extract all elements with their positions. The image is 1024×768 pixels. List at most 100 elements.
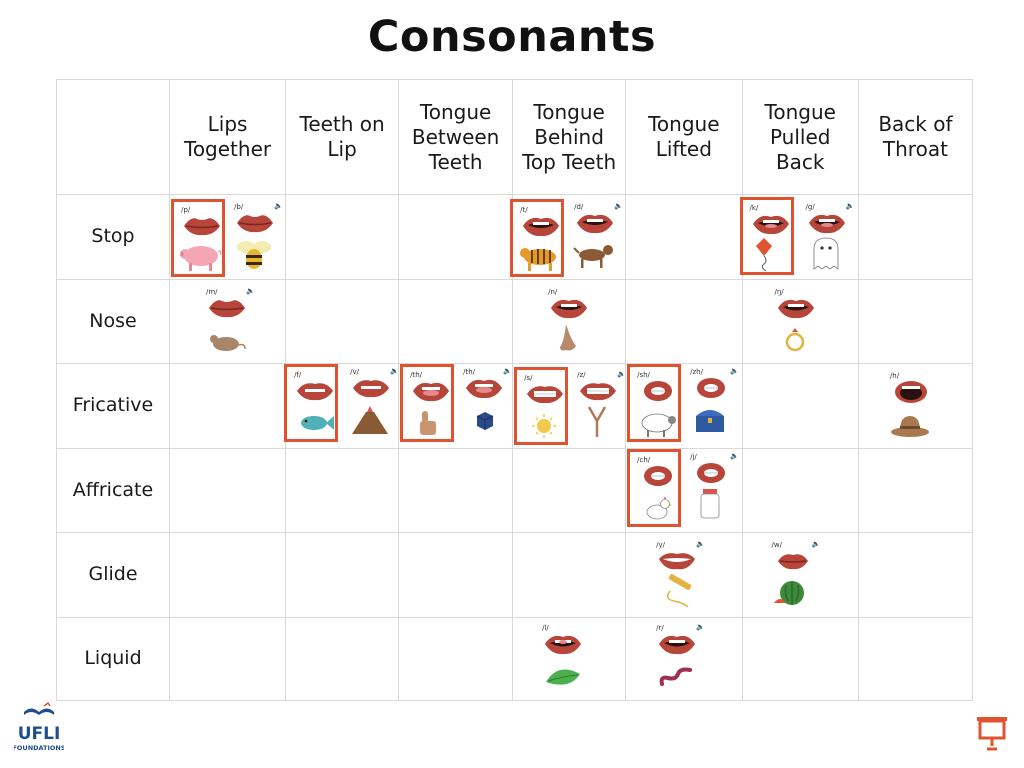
- row-header-stop: Stop: [56, 194, 170, 280]
- cell-liquid-lips-together: [168, 617, 287, 701]
- speaker-icon[interactable]: 🔈: [246, 288, 255, 295]
- sound-label: /p/: [181, 206, 191, 214]
- smile-mouth-icon: [659, 553, 696, 570]
- sound-card-r[interactable]: /r/ 🔈: [649, 620, 706, 698]
- rounded-lips-icon: [697, 463, 726, 483]
- row-header-affricate: Affricate: [56, 448, 170, 533]
- sound-label: /t/: [520, 206, 528, 214]
- sound-card-y[interactable]: /y/ 🔈: [649, 537, 706, 615]
- cell-affricate-tongue-behind-top-teeth: [512, 448, 627, 533]
- cell-nose-lips-together: /m/ 🔈: [168, 279, 287, 364]
- speaker-icon[interactable]: 🔈: [617, 371, 627, 378]
- column-header-back-of-throat: Back of Throat: [857, 79, 973, 195]
- open-mouth-icon: [752, 215, 789, 235]
- cell-stop-tongue-pulled-back: /k/ /g/ 🔈: [739, 194, 859, 280]
- sound-label: /r/: [656, 624, 664, 632]
- sound-label: /s/: [524, 374, 533, 382]
- presentation-icon[interactable]: [975, 714, 1009, 752]
- sound-label: /z/: [577, 371, 586, 379]
- sheep-icon: [641, 413, 677, 437]
- speaker-icon[interactable]: 🔈: [845, 203, 855, 210]
- cube-icon: [476, 412, 494, 430]
- sound-card-d[interactable]: /d/ 🔈: [567, 199, 624, 277]
- cell-glide-tongue-lifted: /y/ 🔈: [625, 532, 743, 618]
- svg-text:FOUNDATIONS: FOUNDATIONS: [14, 744, 64, 752]
- sound-card-p[interactable]: /p/: [171, 199, 225, 277]
- corner-cell: [56, 79, 170, 195]
- speaker-icon[interactable]: 🔈: [811, 541, 821, 548]
- sound-card-z[interactable]: /z/ 🔈: [570, 367, 627, 445]
- sound-card-l[interactable]: /l/: [535, 620, 589, 698]
- consonant-chart: Lips Together Teeth on Lip Tongue Betwee…: [56, 79, 973, 701]
- sound-card-w[interactable]: /w/ 🔈: [765, 537, 821, 615]
- zipper-icon: [588, 406, 607, 437]
- closed-lips-icon: [184, 218, 220, 236]
- sound-label: /j/: [690, 453, 697, 461]
- sound-card-ch[interactable]: /ch/: [627, 449, 682, 527]
- sound-card-h[interactable]: /h/: [883, 368, 937, 446]
- speaker-icon[interactable]: 🔈: [696, 541, 706, 548]
- sound-card-j[interactable]: /j/ 🔈: [683, 449, 740, 527]
- teeth-on-lip-mouth-icon: [353, 380, 390, 398]
- sound-label: /ŋ/: [774, 288, 784, 296]
- chick-icon: [646, 496, 673, 520]
- sound-card-b[interactable]: /b/ 🔈: [227, 199, 283, 277]
- sound-card-v[interactable]: /v/ 🔈: [343, 364, 400, 442]
- cell-liquid-tongue-between-teeth: [398, 617, 514, 701]
- open-mouth-icon: [659, 635, 696, 655]
- nose-icon: [560, 324, 577, 351]
- sound-card-n[interactable]: /n/: [541, 284, 595, 362]
- row-header-fricative: Fricative: [56, 363, 170, 449]
- sound-card-f[interactable]: /f/: [284, 364, 339, 442]
- sound-card-g[interactable]: /g/ 🔈: [799, 199, 855, 277]
- cell-affricate-teeth-on-lip: [285, 448, 400, 533]
- tiger-icon: [520, 248, 557, 271]
- speaker-icon[interactable]: 🔈: [730, 368, 740, 375]
- teeth-together-mouth-icon: [580, 383, 617, 401]
- sound-card-m[interactable]: /m/ 🔈: [199, 284, 255, 362]
- speaker-icon[interactable]: 🔈: [696, 624, 706, 631]
- closed-lips-icon: [777, 554, 808, 570]
- open-mouth-icon: [523, 217, 560, 237]
- teeth-together-mouth-icon: [527, 386, 564, 404]
- fish-icon: [301, 416, 335, 430]
- speaker-icon[interactable]: 🔈: [274, 203, 283, 210]
- wide-open-mouth-icon: [894, 381, 927, 403]
- hat-icon: [890, 416, 929, 437]
- svg-text:UFLI: UFLI: [18, 724, 61, 744]
- speaker-icon[interactable]: 🔈: [390, 368, 400, 375]
- sound-card-zh[interactable]: /zh/ 🔈: [683, 364, 740, 442]
- cell-affricate-back-of-throat: [857, 448, 973, 533]
- cell-fricative-teeth-on-lip: /f/ /v/ 🔈: [284, 363, 400, 449]
- cell-nose-tongue-pulled-back: /ŋ/: [741, 279, 859, 364]
- sound-label: /l/: [542, 624, 549, 632]
- speaker-icon[interactable]: 🔈: [614, 203, 624, 210]
- cell-liquid-tongue-lifted: /r/ 🔈: [625, 617, 743, 701]
- sound-label: /b/: [234, 203, 244, 211]
- sound-label: /sh/: [637, 371, 650, 379]
- mouse-icon: [210, 335, 246, 351]
- sound-card-th-voiced[interactable]: /th/ 🔈: [456, 364, 513, 442]
- cell-glide-teeth-on-lip: [285, 532, 400, 618]
- rounded-lips-icon: [697, 378, 726, 398]
- worm-icon: [659, 667, 693, 686]
- speaker-icon[interactable]: 🔈: [503, 368, 513, 375]
- kite-icon: [755, 238, 772, 272]
- column-header-tongue-pulled-back: Tongue Pulled Back: [741, 79, 859, 195]
- sound-card-k[interactable]: /k/: [739, 197, 794, 275]
- sound-label: /th/: [410, 371, 423, 379]
- sound-card-th-voiceless[interactable]: /th/: [400, 364, 455, 442]
- sound-card-ng[interactable]: /ŋ/: [768, 284, 822, 362]
- sound-label: /k/: [749, 204, 759, 212]
- sound-card-s[interactable]: /s/: [514, 367, 569, 445]
- thumb-icon: [420, 411, 437, 435]
- speaker-icon[interactable]: 🔈: [730, 453, 740, 460]
- sound-label: /zh/: [690, 368, 703, 376]
- column-header-teeth-on-lip: Teeth on Lip: [285, 79, 400, 195]
- sound-card-t[interactable]: /t/: [510, 199, 565, 277]
- cell-fricative-tongue-behind-top-teeth: /s/ /z/ 🔈: [512, 363, 627, 449]
- yarn-icon: [667, 574, 692, 608]
- cell-nose-tongue-lifted: [625, 279, 743, 364]
- sound-card-sh[interactable]: /sh/: [627, 364, 682, 442]
- cell-liquid-tongue-behind-top-teeth: /l/: [512, 617, 627, 701]
